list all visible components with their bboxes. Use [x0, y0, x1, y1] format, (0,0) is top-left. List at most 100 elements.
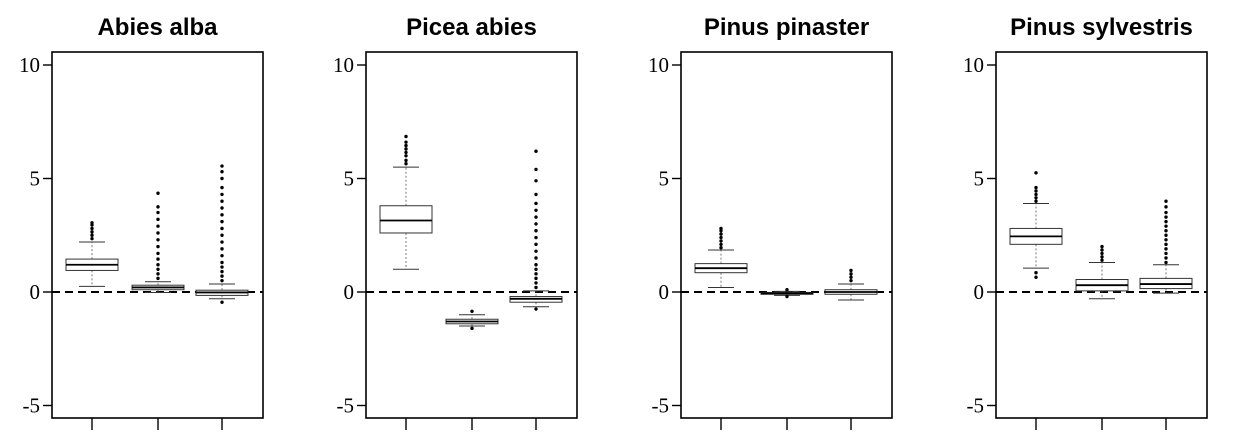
outlier-point: [534, 242, 538, 247]
outlier-point: [220, 199, 224, 203]
panel-0: Abies alba -5 0 5 10: [19, 14, 264, 430]
outlier-point: [156, 251, 160, 256]
box-0: [65, 221, 119, 287]
outlier-point: [404, 143, 408, 148]
outlier-point: [534, 263, 538, 267]
outlier-point: [534, 307, 538, 311]
box-2: [195, 164, 249, 304]
outlier-point: [220, 269, 224, 274]
outlier-point: [1164, 219, 1168, 224]
panel-title: Picea abies: [406, 14, 537, 41]
outlier-point: [719, 246, 723, 250]
outlier-point: [156, 191, 160, 195]
outlier-point: [156, 217, 160, 222]
outlier-point: [1034, 196, 1038, 200]
outlier-point: [534, 272, 538, 276]
outlier-point: [90, 226, 94, 231]
outlier-point: [220, 247, 224, 251]
outlier-point: [1164, 233, 1168, 237]
outlier-point: [534, 267, 538, 271]
y-tick-label: 0: [974, 280, 985, 304]
outlier-point: [156, 267, 160, 271]
outlier-point: [90, 230, 94, 234]
outlier-point: [534, 249, 538, 253]
outlier-point: [404, 134, 408, 139]
outlier-point: [156, 257, 160, 261]
box-1: [445, 309, 499, 331]
outlier-point: [470, 309, 474, 313]
outlier-point: [534, 179, 538, 183]
outlier-point: [156, 244, 160, 249]
outlier-point: [1034, 185, 1038, 190]
outlier-point: [90, 221, 94, 225]
outlier-point: [404, 154, 408, 158]
box-1: [1075, 244, 1129, 300]
panel-title: Pinus sylvestris: [1010, 14, 1193, 41]
outlier-point: [1164, 215, 1168, 219]
y-tick-label: 0: [659, 280, 670, 304]
outlier-point: [1100, 248, 1104, 252]
outlier-point: [220, 265, 224, 269]
outlier-point: [1100, 258, 1104, 262]
outlier-point: [1034, 171, 1038, 175]
outlier-point: [404, 162, 408, 166]
outlier-point: [1164, 205, 1168, 209]
panel-title: Abies alba: [97, 14, 218, 41]
plot-frame: [365, 51, 578, 419]
box-0: [379, 134, 433, 270]
outlier-point: [220, 176, 224, 181]
y-tick-label: -5: [23, 394, 41, 418]
outlier-point: [1164, 238, 1168, 242]
outlier-point: [220, 260, 224, 265]
outlier-point: [534, 208, 538, 212]
outlier-point: [1164, 224, 1168, 228]
outlier-point: [534, 215, 538, 219]
outlier-point: [156, 272, 160, 276]
y-tick-label: 10: [648, 53, 669, 77]
outlier-point: [220, 213, 224, 217]
outlier-point: [156, 231, 160, 235]
y-tick-label: 5: [30, 167, 41, 191]
outlier-point: [534, 192, 538, 197]
outlier-point: [1164, 229, 1168, 233]
outlier-point: [534, 229, 538, 233]
outlier-point: [534, 201, 538, 206]
outlier-point: [220, 253, 224, 258]
box-1: [760, 288, 814, 299]
outlier-point: [1034, 199, 1038, 203]
outlier-point: [1164, 256, 1168, 260]
plot-frame: [680, 51, 893, 419]
outlier-point: [849, 275, 853, 279]
y-tick-label: 10: [19, 53, 40, 77]
outlier-point: [156, 263, 160, 267]
y-tick-label: 5: [659, 167, 670, 191]
panel-title: Pinus pinaster: [704, 14, 869, 41]
plot-frame: [51, 51, 264, 419]
outlier-point: [534, 167, 538, 172]
outlier-point: [220, 206, 224, 210]
outlier-point: [719, 242, 723, 247]
outlier-point: [156, 224, 160, 228]
box-0: [694, 226, 748, 288]
y-tick-label: 5: [974, 167, 985, 191]
outlier-point: [156, 276, 160, 281]
outlier-point: [1034, 189, 1038, 193]
outlier-point: [849, 268, 853, 273]
outlier-point: [156, 205, 160, 209]
outlier-point: [1164, 251, 1168, 256]
outlier-point: [719, 226, 723, 231]
outlier-point: [534, 235, 538, 240]
iqr-box: [379, 205, 433, 234]
outlier-point: [404, 150, 408, 155]
box-1: [131, 191, 185, 293]
outlier-point: [1034, 275, 1038, 279]
outlier-point: [849, 278, 853, 283]
outlier-point: [1100, 255, 1104, 259]
outlier-point: [1100, 251, 1104, 256]
outlier-point: [1164, 260, 1168, 265]
y-tick-label: 5: [344, 167, 355, 191]
y-tick-label: 10: [333, 53, 354, 77]
outlier-point: [1164, 247, 1168, 251]
outlier-point: [534, 222, 538, 226]
